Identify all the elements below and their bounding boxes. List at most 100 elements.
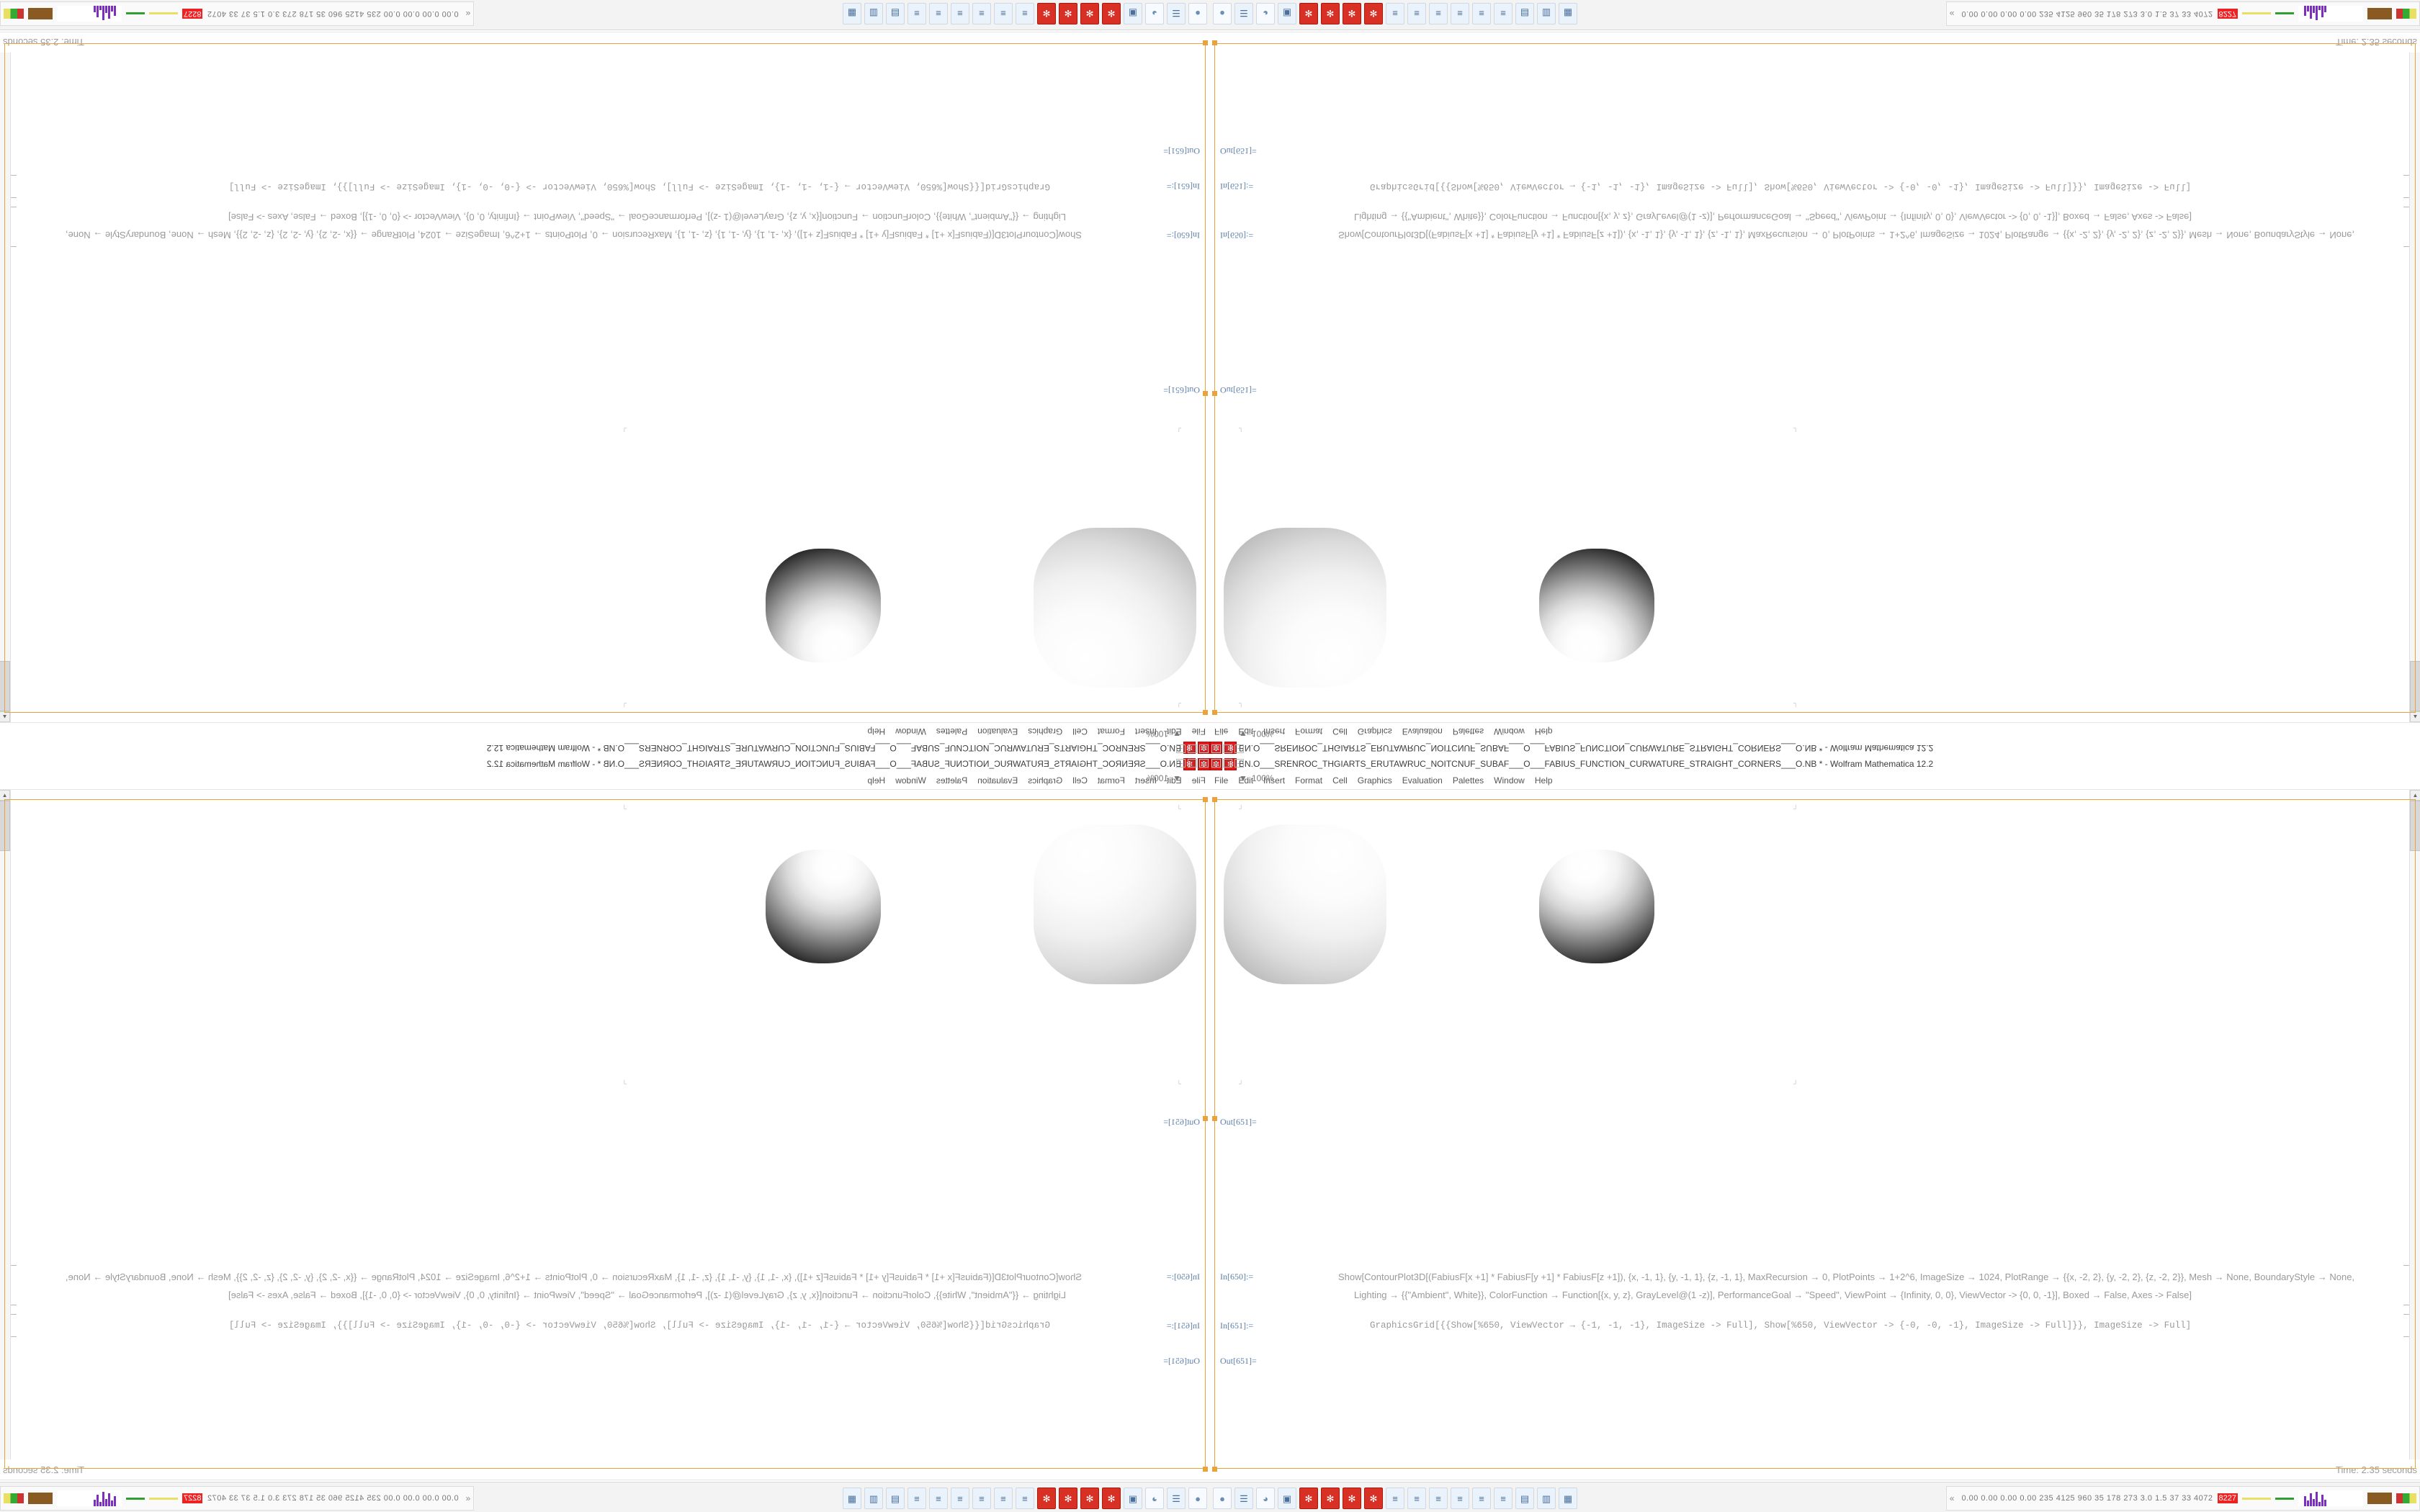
menu-item-help[interactable]: Help: [867, 726, 886, 737]
save-icon[interactable]: ▤: [886, 1488, 905, 1509]
terminal-icon[interactable]: ▦: [843, 3, 861, 24]
notebook-icon-3[interactable]: ≡: [1429, 1488, 1448, 1509]
notebook-icon-1[interactable]: ≡: [1016, 3, 1034, 24]
terminal-icon[interactable]: ▦: [843, 1488, 861, 1509]
tray-chevron-icon[interactable]: «: [465, 9, 471, 19]
taskbar[interactable]: ● ☰ ◕ ▣ ✻ ✻ ✻ ✻ ≡ ≡ ≡ ≡ ≡ ≡ ▤ ▥ ▦ « 0.00 0.00 0.00 0.00 …: [0, 1482, 1210, 1512]
notebook-icon-6[interactable]: ≡: [908, 3, 926, 24]
system-tray[interactable]: « 0.00 0.00 0.00 0.00 235 4125 960 35 17…: [1945, 1, 2420, 26]
save-icon[interactable]: ▤: [1515, 3, 1534, 24]
selection-handle-ml[interactable]: [1212, 1116, 1217, 1121]
selection-handle-ml[interactable]: [1203, 391, 1208, 396]
notebook-icon-1[interactable]: ≡: [1386, 3, 1404, 24]
scrollbar-thumb[interactable]: [2410, 801, 2420, 851]
cell-bracket-651-outer[interactable]: [10, 175, 17, 198]
contourplot3d-rounded-cube[interactable]: [1224, 528, 1386, 688]
selection-handle-tl[interactable]: [1212, 710, 1217, 715]
selection-handle-bl[interactable]: [1212, 1467, 1217, 1472]
close-icon[interactable]: ✕: [1199, 759, 1209, 768]
menu-item-graphics[interactable]: Graphics: [1357, 726, 1392, 737]
taskbar[interactable]: ● ☰ ◕ ▣ ✻ ✻ ✻ ✻ ≡ ≡ ≡ ≡ ≡ ≡ ▤ ▥ ▦ « 0.00 0.00 0.00 0.00 …: [0, 0, 1210, 30]
mathematica-icon-3[interactable]: ✻: [1059, 1488, 1077, 1509]
notebook-icon-6[interactable]: ≡: [1494, 1488, 1512, 1509]
mathematica-icon-2[interactable]: ✻: [1080, 3, 1099, 24]
save-icon[interactable]: ▤: [1515, 1488, 1534, 1509]
window-titlebar[interactable]: ✻ ✻ BN.O___SRENROC_THGIARTS_ERUTAWRUC_NO…: [0, 740, 1210, 756]
contourplot3d-rounded-cube[interactable]: [1224, 824, 1386, 984]
screen-icon[interactable]: ▣: [1124, 3, 1142, 24]
notebook-scrollbar[interactable]: ▲: [2409, 790, 2420, 1459]
octopus-app-icon[interactable]: ●: [1213, 1488, 1232, 1509]
cell-bracket-650[interactable]: [10, 207, 17, 247]
menu-item-window[interactable]: Window: [895, 775, 926, 786]
scrollbar-thumb[interactable]: [2410, 661, 2420, 711]
mathematica-icon-4[interactable]: ✻: [1037, 3, 1056, 24]
screen-icon[interactable]: ▣: [1278, 1488, 1296, 1509]
code-line-650-1[interactable]: Show[ContourPlot3D[(FabiusF[x +1] * Fabi…: [1338, 230, 2355, 240]
chevron-down-icon[interactable]: ▼: [1239, 773, 1247, 783]
menu-item-graphics[interactable]: Graphics: [1357, 775, 1392, 786]
window-controls[interactable]: ✕ ❐ –: [1211, 744, 1244, 753]
notebook-icon-2[interactable]: ≡: [994, 3, 1013, 24]
menu-item-file[interactable]: File: [1191, 775, 1206, 786]
minimize-icon[interactable]: –: [1176, 744, 1186, 753]
code-line-650-1[interactable]: Show[ContourPlot3D[(FabiusF[x +1] * Fabi…: [65, 1272, 1082, 1282]
minimize-icon[interactable]: –: [1234, 744, 1244, 753]
scrollbar-thumb[interactable]: [0, 661, 10, 711]
code-line-651-1[interactable]: GraphicsGrid[{{Show[%650, ViewVector → {…: [228, 181, 1050, 192]
mathematica-icon-4[interactable]: ✻: [1364, 3, 1383, 24]
selection-handle-bl[interactable]: [1212, 40, 1217, 45]
notebook-icon-3[interactable]: ≡: [972, 3, 991, 24]
mathematica-icon-1[interactable]: ✻: [1102, 3, 1121, 24]
code-line-651-1[interactable]: GraphicsGrid[{{Show[%650, ViewVector → {…: [1370, 181, 2192, 192]
code-line-650-1[interactable]: Show[ContourPlot3D[(FabiusF[x +1] * Fabi…: [65, 230, 1082, 240]
document-icon[interactable]: ☰: [1167, 3, 1186, 24]
scrollbar-thumb[interactable]: [0, 801, 10, 851]
screen-icon[interactable]: ▣: [1278, 3, 1296, 24]
notebook-icon-4[interactable]: ≡: [951, 1488, 969, 1509]
chevron-down-icon[interactable]: ▼: [1173, 773, 1181, 783]
code-line-650-2[interactable]: Lighting → {{"Ambient", White}}, ColorFu…: [228, 212, 1066, 222]
menu-item-window[interactable]: Window: [1494, 775, 1525, 786]
terminal-icon[interactable]: ▦: [1559, 1488, 1577, 1509]
notebook-canvas[interactable]: Out[651]= ┘ ┘ ┘ ┘ In[650]:= Show[Contour…: [1210, 53, 2420, 723]
taskbar-icons[interactable]: ● ☰ ◕ ▣ ✻ ✻ ✻ ✻ ≡ ≡ ≡ ≡ ≡ ≡ ▤ ▥ ▦: [843, 1, 1210, 26]
notebook-scrollbar[interactable]: ▲: [0, 53, 11, 722]
restore-icon[interactable]: ❐: [1188, 744, 1197, 753]
screen-icon[interactable]: ▣: [1124, 1488, 1142, 1509]
window-titlebar[interactable]: ✻ ✻ BN.O___SRENROC_THGIARTS_ERUTAWRUC_NO…: [1210, 756, 2420, 772]
mathematica-icon-4[interactable]: ✻: [1364, 1488, 1383, 1509]
menu-item-cell[interactable]: Cell: [1072, 726, 1088, 737]
tray-chevron-icon[interactable]: «: [1949, 1493, 1955, 1503]
mathematica-icon-4[interactable]: ✻: [1037, 1488, 1056, 1509]
contourplot3d-sphere[interactable]: [766, 549, 881, 662]
code-line-651-1[interactable]: GraphicsGrid[{{Show[%650, ViewVector → {…: [1370, 1320, 2192, 1331]
mathematica-icon-2[interactable]: ✻: [1321, 3, 1340, 24]
notebook-icon-5[interactable]: ≡: [929, 1488, 948, 1509]
taskbar-icons[interactable]: ● ☰ ◕ ▣ ✻ ✻ ✻ ✻ ≡ ≡ ≡ ≡ ≡ ≡ ▤ ▥ ▦: [1210, 1, 1577, 26]
notebook-icon-2[interactable]: ≡: [1407, 1488, 1426, 1509]
mathematica-icon-1[interactable]: ✻: [1299, 3, 1318, 24]
menu-item-cell[interactable]: Cell: [1332, 726, 1348, 737]
minimize-icon[interactable]: –: [1234, 759, 1244, 768]
zoom-control[interactable]: ▼ 100%: [1146, 729, 1181, 739]
close-icon[interactable]: ✕: [1211, 744, 1221, 753]
contourplot3d-sphere[interactable]: [1539, 850, 1654, 963]
menu-item-cell[interactable]: Cell: [1332, 775, 1348, 786]
notebook-icon-4[interactable]: ≡: [1451, 1488, 1469, 1509]
mathematica-icon-2[interactable]: ✻: [1321, 1488, 1340, 1509]
notebook-icon-4[interactable]: ≡: [951, 3, 969, 24]
notebook-icon-6[interactable]: ≡: [908, 1488, 926, 1509]
menu-item-graphics[interactable]: Graphics: [1028, 726, 1063, 737]
selection-handle-tl[interactable]: [1203, 797, 1208, 802]
menu-item-file[interactable]: File: [1214, 775, 1229, 786]
menu-item-format[interactable]: Format: [1097, 775, 1125, 786]
terminal-icon[interactable]: ▦: [1559, 3, 1577, 24]
monitor-icon[interactable]: ▥: [864, 3, 883, 24]
close-icon[interactable]: ✕: [1211, 759, 1221, 768]
menu-bar[interactable]: File Edit Insert Format Cell Graphics Ev…: [1210, 773, 1553, 788]
octopus-app-icon[interactable]: ●: [1188, 1488, 1207, 1509]
scroll-up-arrow[interactable]: ▲: [2410, 711, 2420, 722]
zoom-control[interactable]: ▼ 100%: [1239, 773, 1274, 783]
zoom-control[interactable]: ▼ 100%: [1146, 773, 1181, 783]
